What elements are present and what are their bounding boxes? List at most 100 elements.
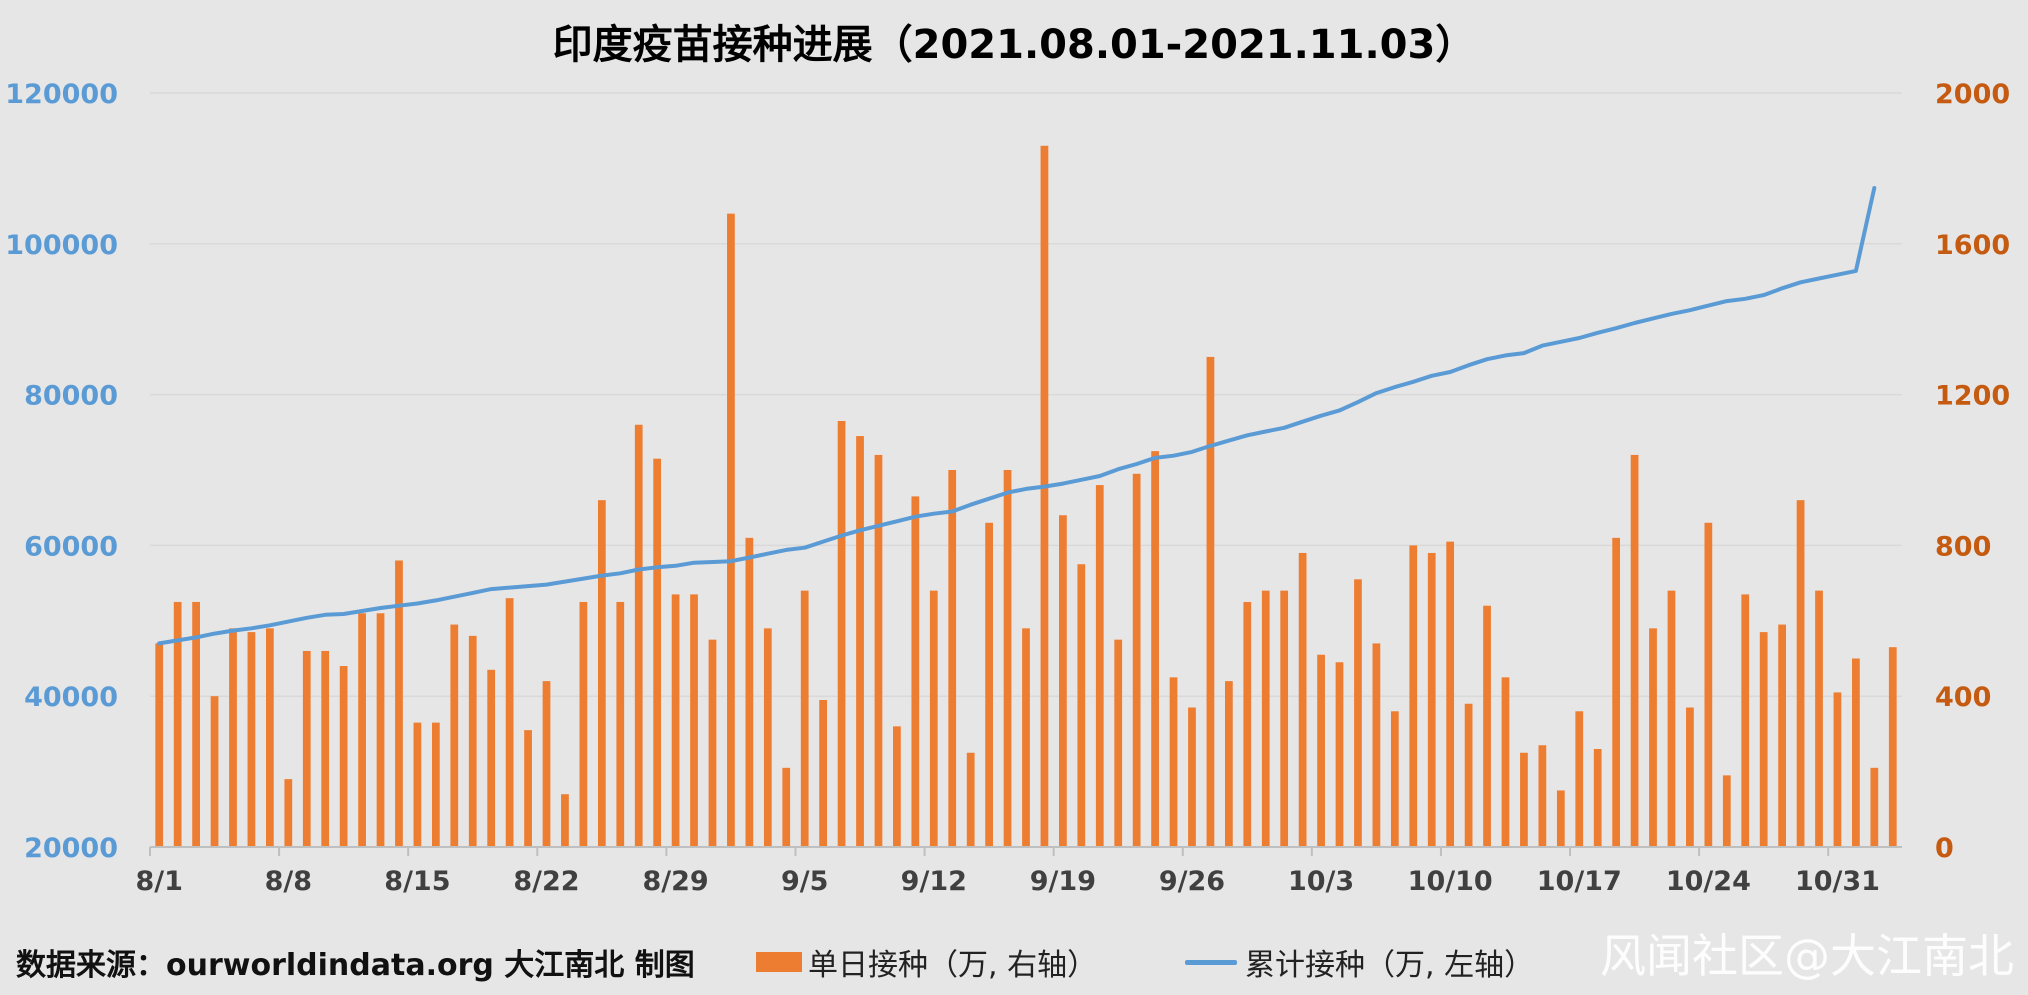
daily-bar [1077,564,1086,847]
x-axis-tick-label: 9/26 [1159,866,1225,897]
daily-bar [1888,647,1897,847]
right-axis-tick-label: 0 [1935,833,1954,864]
right-axis-tick-label: 1200 [1935,381,2010,412]
daily-bar [597,500,606,847]
daily-bar [579,601,588,847]
daily-bar [1022,628,1030,847]
daily-bar [395,560,403,847]
cumulative-line [157,186,1877,646]
right-axis-tick-label: 800 [1935,531,1991,562]
daily-bar [1556,790,1565,847]
daily-bar [966,752,975,847]
daily-bar [1464,703,1473,847]
daily-bar [948,470,957,847]
daily-bar [763,628,772,847]
daily-bar [192,601,200,847]
daily-bar [1206,356,1215,847]
right-axis-tick-label: 400 [1935,682,1991,713]
legend-label-cumulative: 累计接种（万, 左轴） [1245,948,1535,983]
daily-bar [1612,537,1621,847]
daily-bar [487,669,496,847]
daily-bar [302,650,311,847]
daily-bar [210,696,219,847]
daily-bar [1059,515,1067,847]
x-axis-tick-label: 10/10 [1408,866,1493,897]
data-source-note: 数据来源：ourworldindata.org 大江南北 制图 [16,948,695,983]
daily-bar [929,590,938,847]
legend-swatch-bar [756,952,802,972]
daily-bar [1169,677,1178,847]
daily-bar [339,666,348,847]
chart-title: 印度疫苗接种进展（2021.08.01-2021.11.03） [553,22,1476,68]
daily-bar [155,643,164,847]
x-axis-tick-label: 8/29 [642,866,708,897]
daily-bar [911,496,920,847]
daily-bar [1354,579,1362,847]
daily-bar [634,424,643,847]
legend-label-daily: 单日接种（万, 右轴） [808,948,1098,983]
daily-bar [431,722,440,847]
daily-bar [1538,745,1547,847]
daily-bar [524,730,532,847]
x-axis-tick-label: 10/3 [1288,866,1354,897]
daily-bar [819,699,828,847]
daily-bar [1243,601,1252,847]
daily-bar [1317,654,1325,847]
daily-bar [1114,639,1123,847]
daily-bar [1409,545,1418,847]
daily-bar [893,726,901,847]
daily-bar [690,594,698,847]
daily-bar [1575,711,1584,847]
daily-bar [856,436,864,847]
left-axis-tick-label: 60000 [24,531,118,562]
daily-bar [1704,522,1713,847]
daily-bar [727,213,735,847]
daily-bar [1151,451,1159,847]
daily-bar [450,624,459,847]
daily-bar [1630,454,1639,847]
daily-bar [1722,775,1731,847]
daily-bar [745,537,754,847]
left-axis-tick-label: 20000 [24,833,118,864]
daily-bar [284,779,293,847]
daily-bar [1372,643,1381,847]
daily-bar [800,590,809,847]
daily-bar [874,454,883,847]
daily-bar [653,458,662,847]
daily-bar [561,794,569,847]
daily-bar [616,601,625,847]
daily-bar [229,628,237,847]
daily-bar [1298,552,1307,847]
x-axis-tick-label: 8/15 [384,866,450,897]
daily-bar [1520,752,1528,847]
daily-bar [782,767,791,847]
daily-bar [1778,624,1786,847]
daily-bar [1390,711,1399,847]
right-axis-tick-label: 1600 [1935,230,2010,261]
x-axis-tick-label: 8/22 [513,866,579,897]
daily-bar [413,722,422,847]
left-axis-tick-label: 40000 [24,682,118,713]
axes: 20000 40000 60000 80000 100000 120000 0 400 800 1… [5,79,2010,897]
x-axis-tick-label: 10/24 [1666,866,1751,897]
x-axis-tick-label: 8/8 [265,866,312,897]
daily-bar [321,650,330,847]
gridlines [150,92,1902,697]
daily-bar [247,632,256,847]
daily-bar [708,639,717,847]
legend-swatch-line [1185,959,1237,965]
x-axis-tick-label: 9/5 [781,866,828,897]
left-axis-tick-label: 120000 [5,79,118,110]
daily-bar [1224,681,1233,847]
daily-bar [1686,707,1694,847]
daily-bar [1280,590,1289,847]
daily-bar [1741,594,1750,847]
daily-bar [1261,590,1270,847]
daily-bar [837,420,846,847]
daily-bar [468,635,477,847]
daily-bar [1870,767,1879,847]
legend-item-daily: 单日接种（万, 右轴） [756,935,1097,989]
x-axis-tick-label: 9/12 [901,866,967,897]
daily-bar [1188,707,1196,847]
daily-bar [1040,145,1049,847]
